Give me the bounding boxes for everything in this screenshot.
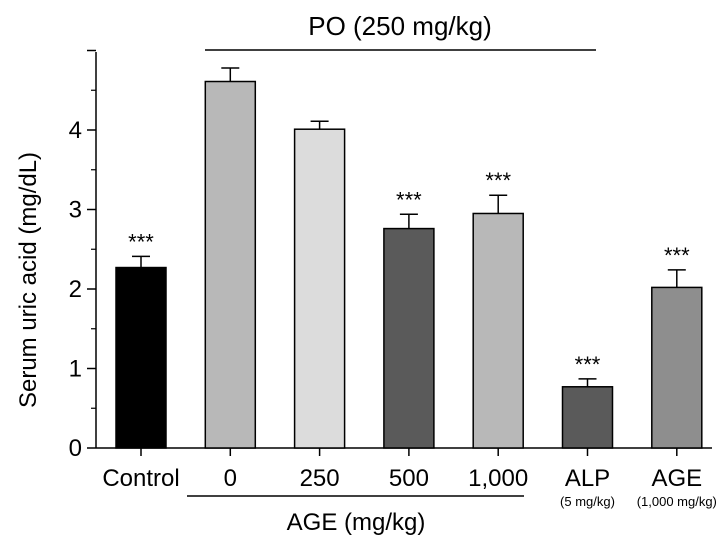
x-tick-label: 250 [300, 465, 340, 492]
significance-label: *** [485, 168, 511, 193]
bottom-group-label: AGE (mg/kg) [287, 509, 426, 536]
y-axis-title: Serum uric acid (mg/dL) [15, 152, 42, 408]
x-tick-label: 1,000 [468, 465, 528, 492]
y-tick-label: 2 [69, 276, 82, 303]
axes: 0 1 2 3 4 [69, 49, 712, 462]
bar [561, 386, 614, 449]
x-tick-label: 500 [389, 465, 429, 492]
bar [204, 80, 257, 449]
bar [472, 212, 524, 449]
significance-label: *** [664, 243, 690, 268]
chart-marks: *** Control 0 250 *** 500 *** 1,000 *** ALP (5 mg/… [102, 67, 717, 509]
x-tick-label: AGE [651, 465, 702, 492]
x-tick-label: ALP [565, 465, 610, 492]
significance-label: *** [575, 352, 601, 377]
x-tick-label: Control [102, 465, 179, 492]
x-tick-label: 0 [224, 465, 237, 492]
y-tick-label: 3 [69, 197, 82, 224]
bar [293, 128, 346, 449]
top-group-label: PO (250 mg/kg) [308, 11, 492, 41]
bar [383, 227, 435, 449]
y-tick-label: 0 [69, 435, 82, 462]
x-tick-sublabel: (5 mg/kg) [560, 494, 615, 509]
y-tick-label: 1 [69, 356, 82, 383]
x-tick-sublabel: (1,000 mg/kg) [637, 494, 717, 509]
significance-label: *** [396, 187, 422, 212]
bar [115, 266, 167, 449]
significance-label: *** [128, 229, 154, 254]
bar [651, 286, 703, 449]
y-tick-label: 4 [69, 117, 82, 144]
